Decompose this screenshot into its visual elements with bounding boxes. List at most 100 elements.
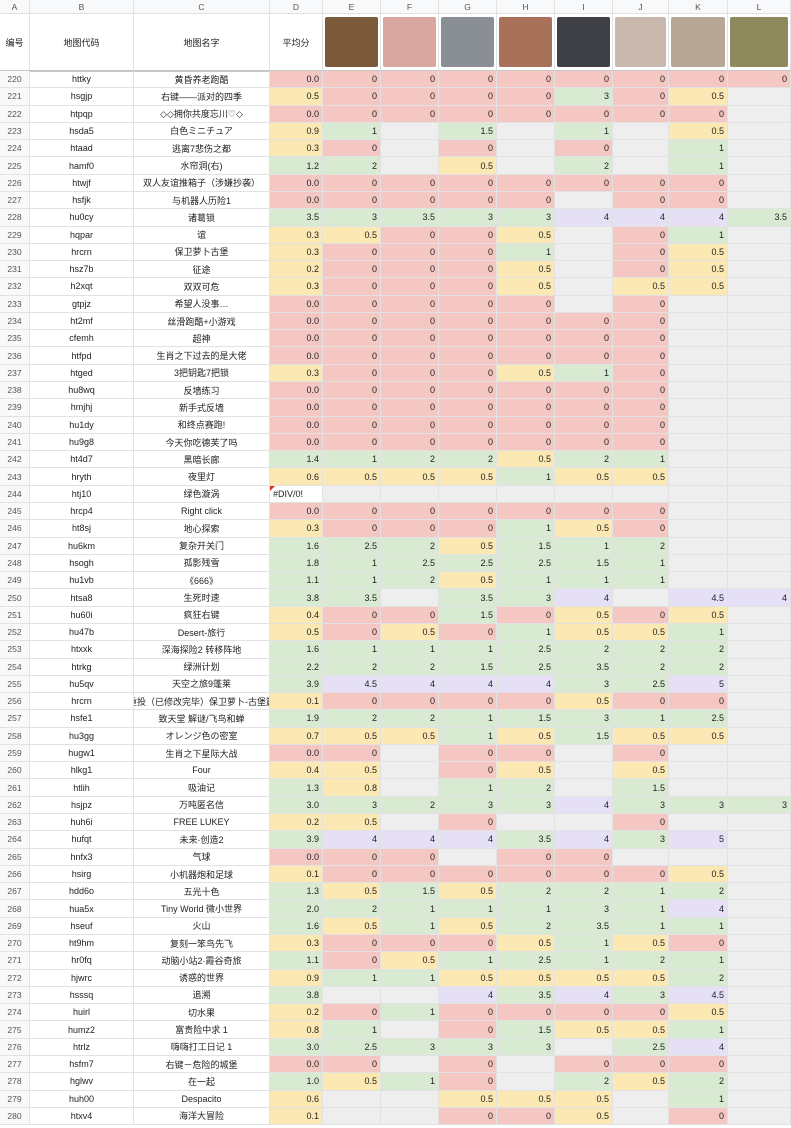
- row-header[interactable]: 270: [0, 935, 30, 953]
- score-cell[interactable]: [728, 675, 791, 694]
- score-cell[interactable]: 3.5: [497, 986, 555, 1005]
- score-cell[interactable]: 2.5: [323, 1038, 381, 1056]
- score-cell[interactable]: 0: [439, 623, 497, 642]
- score-cell[interactable]: 3.5: [555, 658, 613, 676]
- score-cell[interactable]: [381, 1055, 439, 1074]
- row-header[interactable]: 232: [0, 278, 30, 296]
- average-score-cell[interactable]: 1.6: [270, 537, 323, 555]
- average-score-cell[interactable]: 0.0: [270, 174, 323, 192]
- column-header-h[interactable]: H: [497, 0, 555, 14]
- score-cell[interactable]: 2: [497, 917, 555, 935]
- row-header[interactable]: 241: [0, 433, 30, 452]
- score-cell[interactable]: 0: [439, 278, 497, 296]
- score-cell[interactable]: 2.5: [497, 952, 555, 970]
- map-code-cell[interactable]: ht2mf: [30, 312, 134, 331]
- score-cell[interactable]: 2: [555, 883, 613, 901]
- score-cell[interactable]: 0.5: [497, 261, 555, 279]
- score-cell[interactable]: 2: [669, 883, 728, 901]
- map-code-cell[interactable]: hamf0: [30, 157, 134, 175]
- map-name-cell[interactable]: 天空之旅9蓬莱: [134, 675, 270, 694]
- score-cell[interactable]: 2: [439, 451, 497, 469]
- row-header[interactable]: 223: [0, 122, 30, 141]
- average-score-cell[interactable]: 0.3: [270, 935, 323, 953]
- score-cell[interactable]: 4: [381, 831, 439, 849]
- score-cell[interactable]: 0.5: [323, 762, 381, 780]
- map-code-cell[interactable]: hu1dy: [30, 416, 134, 434]
- score-cell[interactable]: 0.5: [669, 243, 728, 262]
- row-header[interactable]: 251: [0, 606, 30, 624]
- average-score-cell[interactable]: 3.5: [270, 209, 323, 227]
- score-cell[interactable]: 2: [381, 451, 439, 469]
- score-cell[interactable]: 0: [613, 105, 669, 123]
- score-cell[interactable]: 0: [555, 140, 613, 158]
- score-cell[interactable]: 0: [323, 261, 381, 279]
- score-cell[interactable]: 1: [669, 917, 728, 935]
- map-name-cell[interactable]: オレンジ色の密室: [134, 727, 270, 745]
- score-cell[interactable]: 0: [323, 88, 381, 106]
- average-score-cell[interactable]: 1.1: [270, 572, 323, 590]
- score-cell[interactable]: [613, 157, 669, 175]
- score-cell[interactable]: 3: [497, 209, 555, 227]
- score-cell[interactable]: 0.8: [323, 779, 381, 797]
- score-cell[interactable]: 0: [439, 416, 497, 434]
- row-header[interactable]: 280: [0, 1107, 30, 1126]
- map-name-cell[interactable]: 嗨嗨打工日记 1: [134, 1038, 270, 1056]
- map-code-cell[interactable]: hdd6o: [30, 883, 134, 901]
- score-cell[interactable]: 1: [497, 468, 555, 486]
- map-name-cell[interactable]: Right click: [134, 503, 270, 521]
- score-cell[interactable]: 1.5: [497, 537, 555, 555]
- score-cell[interactable]: 0: [613, 693, 669, 711]
- score-cell[interactable]: 3: [555, 900, 613, 918]
- score-cell[interactable]: [613, 1107, 669, 1126]
- score-cell[interactable]: 0.5: [497, 278, 555, 296]
- score-cell[interactable]: 0: [439, 347, 497, 365]
- column-header-l[interactable]: L: [728, 0, 791, 14]
- score-cell[interactable]: 2: [323, 157, 381, 175]
- score-cell[interactable]: 2: [555, 1073, 613, 1091]
- score-cell[interactable]: 0: [497, 347, 555, 365]
- average-score-cell[interactable]: 1.8: [270, 554, 323, 573]
- map-name-cell[interactable]: 地心探索: [134, 520, 270, 538]
- map-code-cell[interactable]: hsfm7: [30, 1055, 134, 1074]
- score-cell[interactable]: [728, 399, 791, 417]
- score-cell[interactable]: 0: [323, 399, 381, 417]
- score-cell[interactable]: 1.5: [613, 779, 669, 797]
- score-cell[interactable]: 0.5: [497, 762, 555, 780]
- score-cell[interactable]: [728, 762, 791, 780]
- score-cell[interactable]: 0: [613, 382, 669, 400]
- score-cell[interactable]: 0: [613, 330, 669, 348]
- score-cell[interactable]: 0: [439, 433, 497, 452]
- map-name-cell[interactable]: 逃离7悲伤之都: [134, 140, 270, 158]
- row-header[interactable]: 227: [0, 191, 30, 210]
- map-code-cell[interactable]: hu1vb: [30, 572, 134, 590]
- score-cell[interactable]: 0: [439, 243, 497, 262]
- score-cell[interactable]: 0: [497, 71, 555, 89]
- score-cell[interactable]: 0.5: [555, 1107, 613, 1126]
- map-name-cell[interactable]: Four: [134, 762, 270, 780]
- score-cell[interactable]: 3: [323, 796, 381, 815]
- score-cell[interactable]: [497, 485, 555, 503]
- score-cell[interactable]: [669, 814, 728, 832]
- average-score-cell[interactable]: 1.6: [270, 641, 323, 659]
- score-cell[interactable]: [728, 1021, 791, 1039]
- score-cell[interactable]: [728, 969, 791, 987]
- average-score-cell[interactable]: 0.1: [270, 865, 323, 884]
- score-cell[interactable]: 1: [555, 935, 613, 953]
- score-cell[interactable]: 0: [323, 952, 381, 970]
- score-cell[interactable]: 0: [613, 88, 669, 106]
- map-name-cell[interactable]: 保卫萝卜古堡: [134, 243, 270, 262]
- score-cell[interactable]: 0.5: [613, 278, 669, 296]
- score-cell[interactable]: 0: [613, 261, 669, 279]
- score-cell[interactable]: [728, 779, 791, 797]
- score-cell[interactable]: 0.5: [497, 451, 555, 469]
- average-score-cell[interactable]: 1.1: [270, 952, 323, 970]
- row-header[interactable]: 220: [0, 71, 30, 89]
- map-name-cell[interactable]: 复刻一笨鸟先飞: [134, 935, 270, 953]
- score-cell[interactable]: 1.5: [555, 727, 613, 745]
- score-cell[interactable]: 0: [439, 1021, 497, 1039]
- score-cell[interactable]: [728, 520, 791, 538]
- score-cell[interactable]: 0: [323, 140, 381, 158]
- row-header[interactable]: 255: [0, 675, 30, 694]
- row-header[interactable]: 221: [0, 88, 30, 106]
- score-cell[interactable]: 2.5: [613, 1038, 669, 1056]
